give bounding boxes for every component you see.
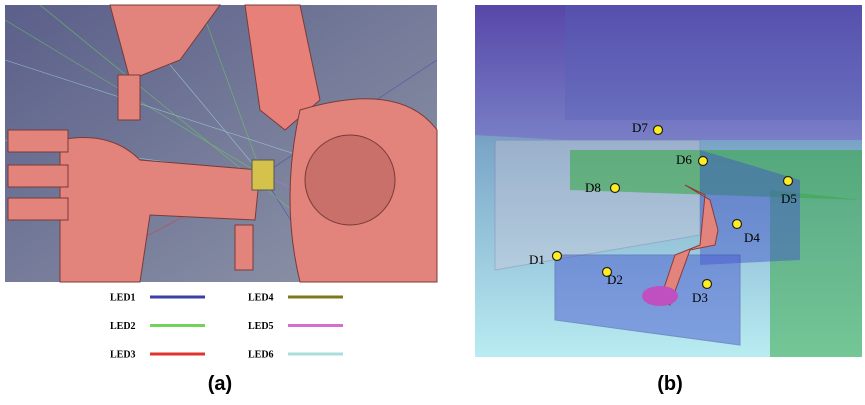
marker-dot xyxy=(699,157,708,166)
marker-dot xyxy=(784,177,793,186)
marker-dot xyxy=(654,126,663,135)
marker-dot xyxy=(733,220,742,229)
scene-a xyxy=(5,5,437,282)
legend-label: LED6 xyxy=(248,350,274,361)
legend-label: LED5 xyxy=(248,321,274,332)
marker-label: D3 xyxy=(692,290,708,305)
marker-label: D4 xyxy=(744,230,760,245)
legend-label: LED4 xyxy=(248,293,274,304)
marker-dot xyxy=(703,280,712,289)
legend-label: LED2 xyxy=(110,321,136,332)
marker-label: D5 xyxy=(781,191,797,206)
legend: LED1 LED2 LED3 LED4 LED5 LED6 xyxy=(110,293,343,361)
marker-label: D1 xyxy=(529,252,545,267)
caption: (b) xyxy=(657,373,683,395)
marker-dot xyxy=(553,252,562,261)
scene-b xyxy=(475,5,862,357)
legend-label: LED3 xyxy=(110,350,136,361)
marker-label: D7 xyxy=(632,120,648,135)
caption: (a) xyxy=(208,373,232,395)
legend-label: LED1 xyxy=(110,293,136,304)
figure: LED1 LED2 LED3 LED4 LED5 LED6 D1 D2 D3 D4 D5 D6 D7 D… xyxy=(0,0,865,405)
marker-label: D6 xyxy=(676,152,692,167)
marker-label: D2 xyxy=(607,272,623,287)
marker-dot xyxy=(611,184,620,193)
marker-label: D8 xyxy=(585,180,601,195)
